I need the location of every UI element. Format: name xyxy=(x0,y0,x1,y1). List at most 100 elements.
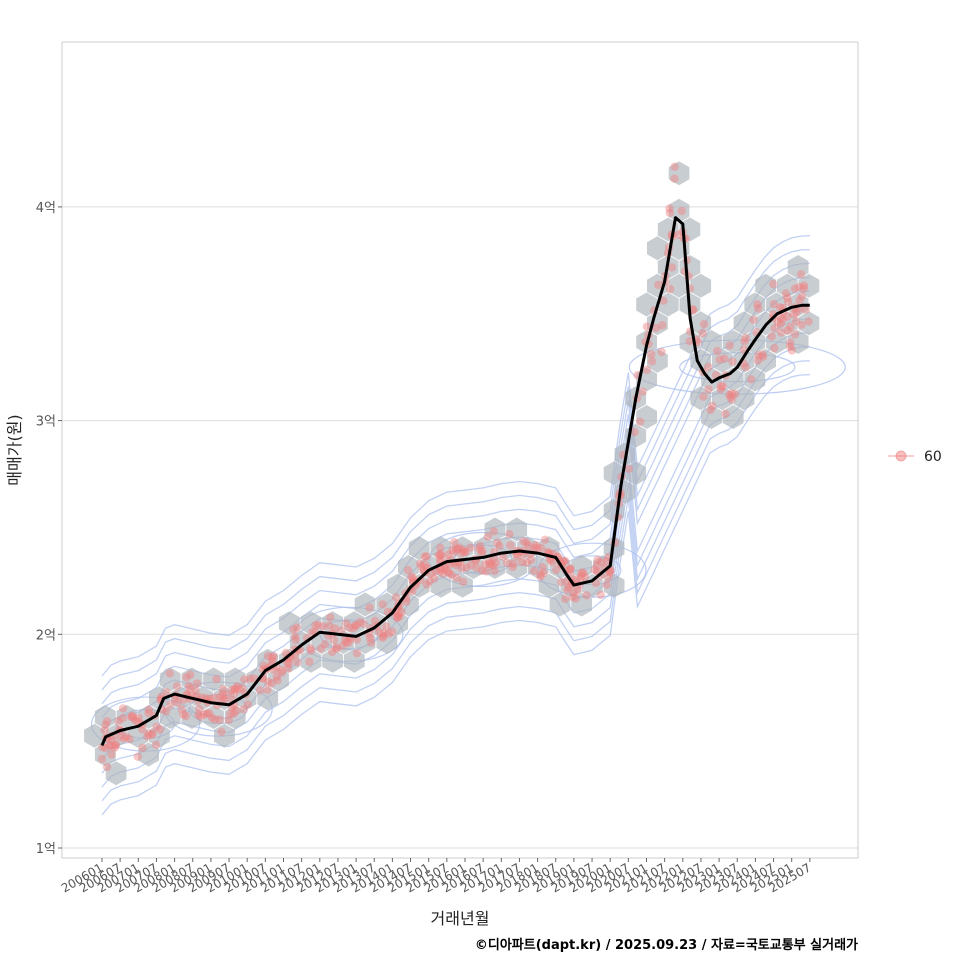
scatter-point xyxy=(462,563,471,572)
scatter-point xyxy=(728,357,737,366)
scatter-point xyxy=(220,695,229,704)
scatter-point xyxy=(192,679,202,688)
scatter-point xyxy=(457,549,466,558)
scatter-point xyxy=(379,628,388,638)
scatter-point xyxy=(754,351,763,360)
scatter-point xyxy=(565,565,574,574)
scatter-point xyxy=(457,564,466,573)
scatter-point xyxy=(573,586,582,595)
scatter-point xyxy=(277,668,286,677)
scatter-point xyxy=(408,574,418,583)
scatter-point xyxy=(128,713,137,722)
hexbin xyxy=(690,311,712,336)
hexbin xyxy=(159,705,181,729)
y-tick-label: 4억 xyxy=(36,201,56,216)
scatter-point xyxy=(308,627,317,637)
scatter-point xyxy=(472,563,481,572)
scatter-point xyxy=(102,717,112,726)
hexbin xyxy=(712,386,733,411)
scatter-point xyxy=(98,742,107,752)
scatter-point xyxy=(263,677,273,687)
hexbin xyxy=(138,742,159,767)
scatter-point xyxy=(351,621,360,630)
scatter-point xyxy=(202,709,212,718)
scatter-point xyxy=(781,289,790,298)
scatter-point xyxy=(179,710,188,719)
scatter-point xyxy=(407,572,416,581)
scatter-point xyxy=(527,555,536,565)
scatter-point xyxy=(186,670,195,680)
scatter-point xyxy=(402,597,411,606)
hexbin xyxy=(603,536,625,561)
scatter-point xyxy=(582,591,591,600)
scatter-point xyxy=(191,686,200,695)
scatter-point xyxy=(330,624,339,633)
density-contour xyxy=(101,346,810,788)
scatter-point xyxy=(415,559,425,568)
scatter-point xyxy=(665,204,674,213)
hexbin xyxy=(549,592,571,617)
scatter-point xyxy=(540,535,550,544)
scatter-point xyxy=(773,317,783,327)
scatter-point xyxy=(592,561,602,570)
hexbin xyxy=(376,630,398,654)
hexbin xyxy=(170,686,192,711)
scatter-point xyxy=(659,296,668,305)
hexbin xyxy=(538,573,560,598)
legend-key-point xyxy=(895,450,907,462)
hexbin xyxy=(300,611,322,636)
scatter-point xyxy=(120,734,129,743)
scatter-point xyxy=(420,560,430,570)
scatter-point xyxy=(475,544,484,554)
scatter-point xyxy=(107,736,117,745)
scatter-point xyxy=(726,392,735,402)
scatter-point xyxy=(699,320,709,329)
scatter-point xyxy=(102,762,112,772)
scatter-point xyxy=(577,568,586,577)
scatter-point xyxy=(240,675,249,684)
hexbin xyxy=(192,686,214,711)
scatter-point xyxy=(243,700,253,709)
scatter-point xyxy=(365,603,374,612)
scatter-point xyxy=(670,174,679,183)
scatter-point xyxy=(182,673,191,682)
hexbin xyxy=(94,705,116,729)
hexbin xyxy=(387,573,408,598)
scatter-point xyxy=(307,646,316,655)
scatter-point xyxy=(245,674,255,683)
density-contour xyxy=(101,235,810,677)
scatter-point xyxy=(704,362,713,371)
scatter-point xyxy=(133,752,142,761)
scatter-point xyxy=(665,208,674,217)
scatter-point xyxy=(329,636,339,645)
scatter-point xyxy=(704,385,713,394)
hexbin xyxy=(214,723,235,748)
x-axis-title: 거래년월 xyxy=(431,909,490,928)
hexbin xyxy=(300,648,322,673)
hexbin xyxy=(322,648,343,673)
scatter-point xyxy=(144,705,154,714)
scatter-point xyxy=(263,651,273,661)
scatter-point xyxy=(596,590,605,600)
scatter-point xyxy=(230,685,240,694)
scatter-point xyxy=(466,560,476,570)
hexbin xyxy=(278,611,300,636)
hexbin xyxy=(127,723,149,748)
hexbin xyxy=(224,705,246,729)
hexbin xyxy=(744,367,766,392)
y-tick-label: 2억 xyxy=(36,628,56,643)
legend: 60 xyxy=(888,449,942,465)
scatter-point xyxy=(758,350,767,359)
scatter-point xyxy=(210,693,219,702)
scatter-point xyxy=(106,741,115,751)
scatter-point xyxy=(259,661,269,670)
scatter-point xyxy=(100,726,109,735)
scatter-point xyxy=(342,637,351,647)
scatter-point xyxy=(770,343,779,353)
scatter-point xyxy=(786,338,795,347)
scatter-point xyxy=(571,594,580,603)
scatter-point xyxy=(305,657,314,666)
hexbin xyxy=(571,592,592,617)
scatter-point xyxy=(485,556,494,566)
hexbin xyxy=(278,648,300,673)
